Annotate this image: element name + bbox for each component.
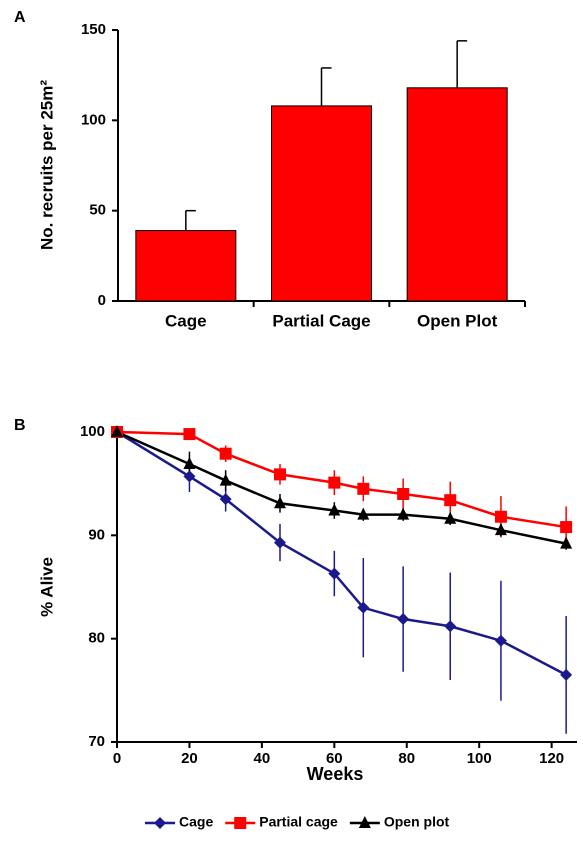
- x-tick-label: Cage: [165, 311, 207, 330]
- marker: [273, 468, 286, 481]
- marker: [328, 476, 341, 489]
- legend-label: Partial cage: [259, 814, 338, 830]
- panel-label: B: [14, 417, 26, 434]
- marker: [328, 567, 341, 580]
- y-tick-label: 100: [81, 111, 106, 128]
- y-tick-label: 50: [89, 202, 106, 219]
- marker: [444, 620, 457, 633]
- legend-label: Open plot: [384, 814, 450, 830]
- y-tick-label: 100: [80, 423, 105, 440]
- x-tick-label: 40: [254, 750, 271, 767]
- bar: [271, 105, 372, 302]
- marker: [154, 817, 166, 829]
- marker: [397, 613, 410, 626]
- y-tick-label: 150: [81, 21, 106, 38]
- y-tick-label: 80: [88, 630, 105, 647]
- marker: [234, 817, 247, 829]
- marker: [328, 503, 341, 516]
- x-tick-label: 80: [398, 750, 415, 767]
- x-tick-label: 100: [467, 750, 492, 767]
- y-tick-label: 70: [88, 733, 105, 750]
- marker: [183, 457, 196, 470]
- marker: [357, 482, 370, 495]
- bar: [135, 230, 237, 302]
- marker: [357, 601, 370, 614]
- marker: [273, 496, 286, 509]
- y-tick-label: 90: [88, 526, 105, 543]
- x-tick-label: 20: [181, 750, 198, 767]
- marker: [357, 507, 370, 520]
- marker: [397, 488, 410, 500]
- series-line: [116, 430, 567, 676]
- marker: [494, 510, 507, 523]
- marker: [444, 511, 457, 524]
- marker: [183, 428, 196, 441]
- marker: [560, 521, 573, 534]
- marker: [219, 493, 232, 506]
- x-tick-label: Open Plot: [417, 311, 498, 330]
- marker: [494, 634, 507, 647]
- x-tick-label: Partial Cage: [272, 311, 370, 330]
- marker: [560, 668, 573, 681]
- marker: [273, 536, 286, 549]
- x-tick-label: 60: [326, 750, 343, 767]
- y-axis-title: No. recruits per 25m²: [37, 80, 56, 250]
- marker: [219, 447, 232, 460]
- y-axis-title: % Alive: [37, 557, 56, 617]
- x-tick-label: 120: [539, 750, 564, 767]
- marker: [183, 470, 196, 483]
- x-tick-label: 0: [113, 750, 121, 767]
- marker: [560, 536, 573, 549]
- series-line: [116, 430, 567, 529]
- panel-label: A: [14, 9, 26, 26]
- marker: [111, 425, 123, 437]
- marker: [358, 816, 371, 828]
- legend-label: Cage: [179, 814, 213, 830]
- x-axis-title: Weeks: [307, 764, 364, 784]
- bar: [406, 87, 508, 302]
- series-line: [116, 430, 567, 545]
- y-tick-label: 0: [98, 292, 106, 309]
- marker: [444, 494, 457, 507]
- marker: [494, 523, 507, 536]
- marker: [397, 507, 410, 520]
- marker: [219, 473, 232, 486]
